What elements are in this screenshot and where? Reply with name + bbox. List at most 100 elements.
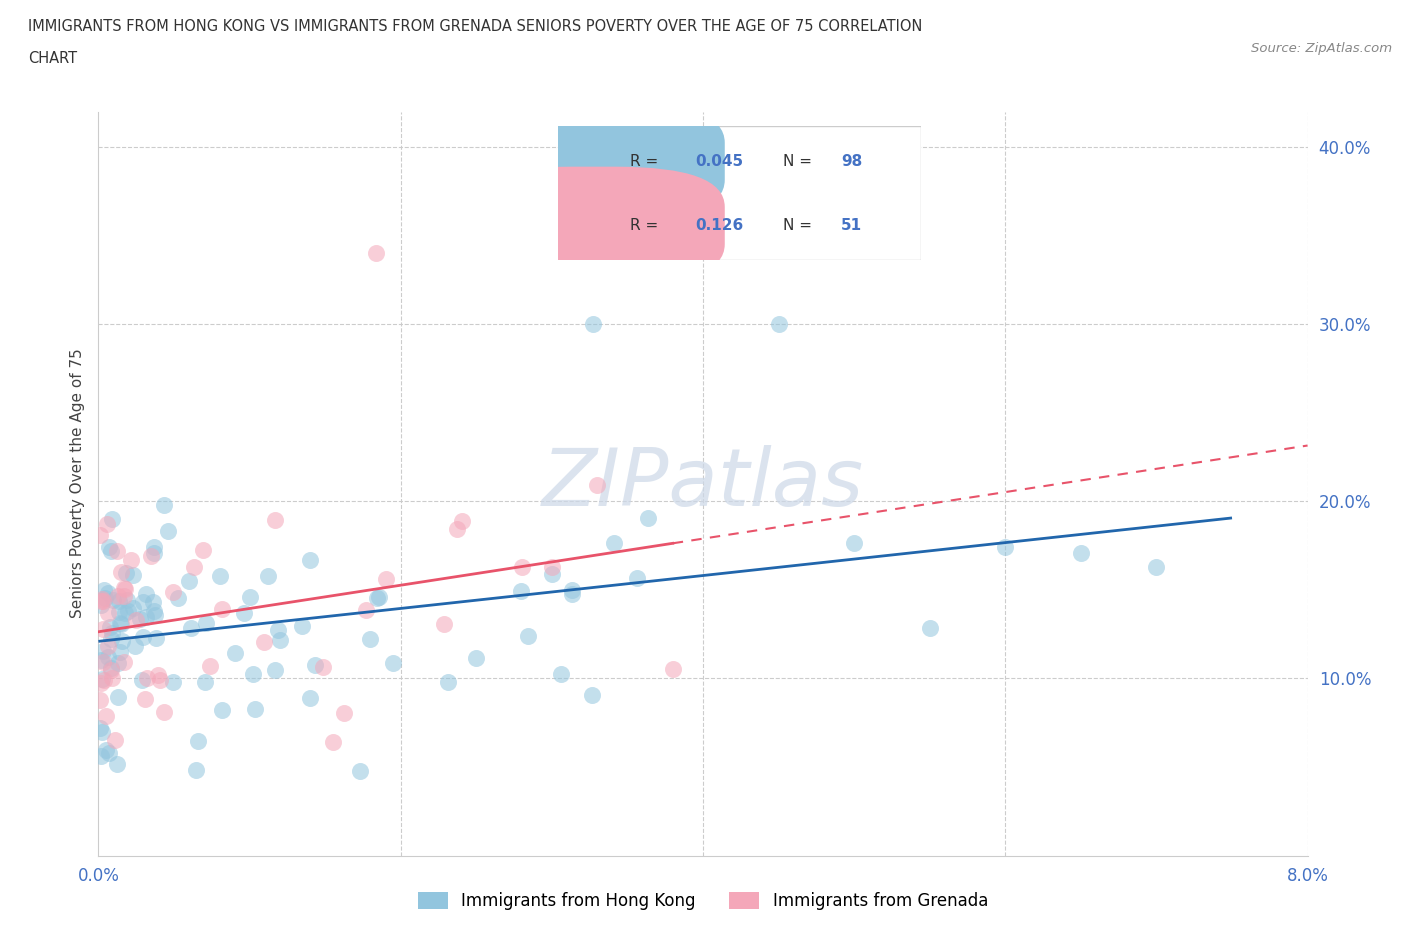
Point — [96, 586, 118, 601]
Point — [97, 605, 120, 620]
Point — [141, 548, 163, 563]
Point — [90, 653, 112, 668]
Point — [97, 539, 120, 554]
Text: Source: ZipAtlas.com: Source: ZipAtlas.com — [1251, 42, 1392, 55]
Point — [195, 616, 218, 631]
Point — [291, 618, 314, 633]
Point — [626, 570, 648, 585]
Point — [93, 591, 115, 605]
Point — [124, 639, 146, 654]
Point — [200, 659, 222, 674]
Point — [91, 621, 114, 636]
Point — [122, 600, 145, 615]
Point — [90, 593, 112, 608]
Point — [844, 536, 866, 551]
Point — [208, 569, 231, 584]
Point — [131, 672, 153, 687]
Point — [128, 611, 150, 626]
Point — [91, 644, 114, 658]
Point — [101, 626, 124, 641]
Point — [91, 591, 114, 606]
Point — [299, 691, 322, 706]
Point — [117, 604, 139, 618]
Point — [91, 593, 114, 608]
Point — [368, 590, 391, 604]
Point — [135, 587, 157, 602]
Point — [768, 317, 790, 332]
Point — [267, 622, 290, 637]
Point — [112, 581, 135, 596]
Point — [322, 735, 344, 750]
Point — [304, 658, 326, 672]
Point — [354, 603, 377, 618]
Point — [93, 672, 115, 687]
Point — [89, 693, 111, 708]
Text: IMMIGRANTS FROM HONG KONG VS IMMIGRANTS FROM GRENADA SENIORS POVERTY OVER THE AG: IMMIGRANTS FROM HONG KONG VS IMMIGRANTS … — [28, 19, 922, 33]
Point — [436, 674, 458, 689]
Point — [145, 631, 167, 645]
Point — [263, 513, 285, 528]
Legend: Immigrants from Hong Kong, Immigrants from Grenada: Immigrants from Hong Kong, Immigrants fr… — [412, 885, 994, 917]
Point — [142, 539, 165, 554]
Point — [115, 592, 138, 607]
Point — [100, 631, 122, 646]
Point — [918, 621, 941, 636]
Point — [186, 763, 208, 777]
Point — [142, 545, 165, 560]
Point — [211, 703, 233, 718]
Text: ZIPatlas: ZIPatlas — [541, 445, 865, 523]
Point — [107, 656, 129, 671]
Point — [149, 673, 172, 688]
Point — [637, 511, 659, 525]
Point — [146, 667, 169, 682]
Point — [446, 521, 468, 536]
Point — [349, 764, 371, 778]
Point — [100, 662, 122, 677]
Point — [187, 734, 209, 749]
Point — [232, 606, 254, 621]
Point — [110, 617, 132, 631]
Point — [96, 709, 118, 724]
Point — [257, 569, 280, 584]
Point — [153, 498, 176, 512]
Point — [1070, 545, 1092, 560]
Point — [114, 582, 136, 597]
Point — [603, 536, 626, 551]
Point — [516, 628, 538, 643]
Point — [242, 667, 264, 682]
Point — [91, 671, 114, 686]
Point — [509, 583, 531, 598]
Point — [510, 559, 533, 574]
Point — [97, 639, 120, 654]
Point — [194, 674, 217, 689]
Point — [132, 630, 155, 644]
Point — [561, 582, 583, 597]
Point — [561, 587, 583, 602]
Point — [381, 655, 404, 670]
Point — [211, 602, 233, 617]
Point — [311, 659, 333, 674]
Point — [96, 742, 118, 757]
Point — [1146, 560, 1168, 575]
Point — [107, 589, 129, 604]
Point — [269, 632, 291, 647]
Point — [143, 607, 166, 622]
Point — [143, 604, 166, 618]
Point — [91, 724, 114, 739]
Point — [101, 592, 124, 607]
Point — [142, 594, 165, 609]
Point — [582, 317, 605, 332]
Point — [112, 655, 135, 670]
Point — [107, 689, 129, 704]
Point — [136, 671, 159, 685]
Point — [191, 542, 214, 557]
Point — [162, 584, 184, 599]
Point — [89, 720, 111, 735]
Point — [90, 597, 112, 612]
Point — [93, 583, 115, 598]
Point — [298, 552, 321, 567]
Point — [550, 667, 572, 682]
Point — [465, 651, 488, 666]
Point — [253, 634, 276, 649]
Point — [112, 589, 135, 604]
